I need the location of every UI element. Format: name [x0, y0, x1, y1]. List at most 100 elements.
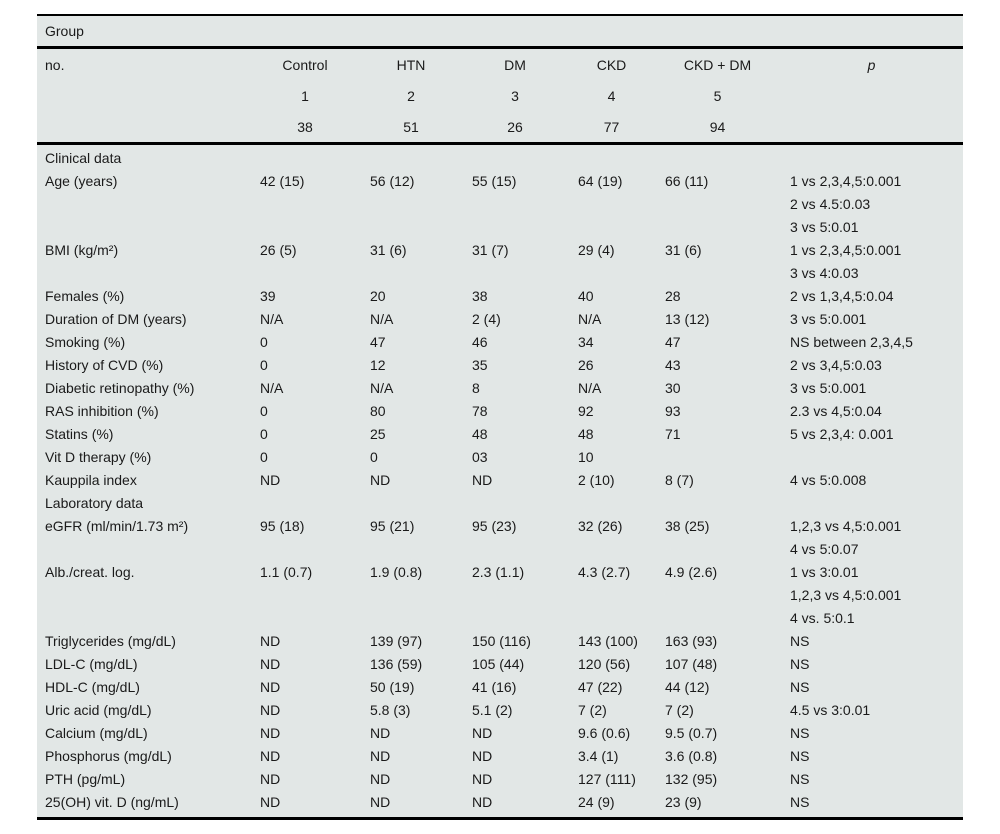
cell-p: 1 vs 3:0.01 1,2,3 vs 4,5:0.001 4 vs. 5:0…	[790, 564, 902, 626]
table-row: Statins (%) 0 25 48 48 71 5 vs 2,3,4: 0.…	[37, 423, 963, 446]
row-label: PTH (pg/mL)	[45, 771, 126, 787]
cell-ckd-dm: 7 (2)	[665, 702, 694, 718]
cell-ckd-dm: 23 (9)	[665, 794, 702, 810]
table-row: 25(OH) vit. D (ng/mL) ND ND ND 24 (9) 23…	[37, 791, 963, 814]
col-header-p: p	[867, 56, 876, 73]
cell-p	[780, 492, 963, 515]
header-row-names: no. Control HTN DM CKD CKD + DM p	[37, 49, 963, 80]
cell-control: N/A	[260, 311, 284, 327]
cell-p: 4.5 vs 3:0.01	[790, 702, 871, 718]
cell-control: 42 (15)	[260, 173, 305, 189]
cell-dm	[462, 147, 568, 170]
cell-ckd: 32 (26)	[578, 518, 623, 534]
cell-control	[250, 492, 360, 515]
clinical-table: Group no. Control HTN DM CKD CKD + DM p …	[37, 14, 963, 820]
cell-htn: 31 (6)	[370, 242, 407, 258]
group-number-ckd-dm: 5	[713, 87, 722, 104]
cell-ckd-dm: 163 (93)	[665, 633, 718, 649]
cell-p: 3 vs 5:0.001	[790, 380, 867, 396]
cell-ckd: N/A	[578, 380, 602, 396]
header-row-group-numbers: 1 2 3 4 5	[37, 80, 963, 111]
cell-ckd	[568, 492, 655, 515]
cell-htn	[360, 492, 462, 515]
cell-control: 0	[260, 334, 268, 350]
cell-dm: 48	[472, 426, 488, 442]
cell-p: 1 vs 2,3,4,5:0.001 3 vs 4:0.03	[790, 242, 902, 281]
row-label: 25(OH) vit. D (ng/mL)	[45, 794, 179, 810]
cell-ckd-dm: 8 (7)	[665, 472, 694, 488]
row-label: Laboratory data	[45, 495, 144, 511]
cell-ckd: 64 (19)	[578, 173, 623, 189]
cell-p	[780, 446, 963, 469]
cell-control: N/A	[260, 380, 284, 396]
cell-dm: 41 (16)	[472, 679, 517, 695]
table-row: Duration of DM (years) N/A N/A 2 (4) N/A…	[37, 308, 963, 331]
count-htn: 51	[403, 118, 419, 135]
cell-control: 0	[260, 357, 268, 373]
cell-htn: 139 (97)	[370, 633, 423, 649]
cell-dm: 55 (15)	[472, 173, 517, 189]
cell-dm: 78	[472, 403, 488, 419]
cell-ckd: 7 (2)	[578, 702, 607, 718]
cell-htn: 56 (12)	[370, 173, 415, 189]
cell-ckd: 127 (111)	[578, 771, 636, 787]
table-row: Triglycerides (mg/dL) ND 139 (97) 150 (1…	[37, 630, 963, 653]
group-number-dm: 3	[511, 87, 519, 104]
cell-ckd-dm	[655, 147, 780, 170]
count-control: 38	[297, 118, 313, 135]
cell-ckd: 120 (56)	[578, 656, 631, 672]
cell-htn: 5.8 (3)	[370, 702, 411, 718]
cell-ckd-dm: 93	[665, 403, 681, 419]
cell-p: NS	[790, 725, 810, 741]
table-row: Laboratory data	[37, 492, 963, 515]
cell-ckd: 2 (10)	[578, 472, 615, 488]
cell-dm: ND	[472, 472, 493, 488]
row-label: Statins (%)	[45, 426, 114, 442]
cell-ckd-dm: 30	[665, 380, 681, 396]
cell-dm: 8	[472, 380, 480, 396]
cell-dm: 38	[472, 288, 488, 304]
row-label: Females (%)	[45, 288, 125, 304]
group-number-control: 1	[301, 87, 309, 104]
cell-ckd-dm: 107 (48)	[665, 656, 718, 672]
cell-ckd-dm: 13 (12)	[665, 311, 710, 327]
cell-ckd: 48	[578, 426, 594, 442]
row-label: Calcium (mg/dL)	[45, 725, 148, 741]
cell-p: 3 vs 5:0.001	[790, 311, 867, 327]
row-label: Uric acid (mg/dL)	[45, 702, 152, 718]
cell-ckd: 3.4 (1)	[578, 748, 619, 764]
table-row: Phosphorus (mg/dL) ND ND ND 3.4 (1) 3.6 …	[37, 745, 963, 768]
cell-dm: ND	[472, 725, 493, 741]
cell-htn: 0	[370, 449, 378, 465]
cell-p: 2.3 vs 4,5:0.04	[790, 403, 882, 419]
group-number-ckd: 4	[607, 87, 616, 104]
cell-ckd: N/A	[578, 311, 602, 327]
cell-control: ND	[260, 472, 281, 488]
cell-control: ND	[260, 702, 281, 718]
cell-ckd: 143 (100)	[578, 633, 638, 649]
cell-ckd: 24 (9)	[578, 794, 615, 810]
table-row: Vit D therapy (%) 0 0 03 10	[37, 446, 963, 469]
cell-control: ND	[260, 656, 281, 672]
table-body: Clinical data Age (years) 42 (15) 56 (12…	[37, 145, 963, 817]
row-label: Smoking (%)	[45, 334, 126, 350]
cell-control	[250, 147, 360, 170]
cell-htn	[360, 147, 462, 170]
cell-control: 39	[260, 288, 276, 304]
cell-dm: 105 (44)	[472, 656, 525, 672]
row-label: Diabetic retinopathy (%)	[45, 380, 195, 396]
cell-htn: ND	[370, 748, 391, 764]
header-row-label-no: no.	[45, 56, 65, 73]
col-header-htn: HTN	[396, 56, 426, 73]
cell-p: 2 vs 3,4,5:0.03	[790, 357, 882, 373]
cell-control: ND	[260, 725, 281, 741]
cell-htn: ND	[370, 725, 391, 741]
cell-htn: N/A	[370, 380, 394, 396]
cell-dm: 150 (116)	[472, 633, 531, 649]
cell-htn: 136 (59)	[370, 656, 423, 672]
table-row: Alb./creat. log. 1.1 (0.7) 1.9 (0.8) 2.3…	[37, 561, 963, 630]
count-ckd: 77	[603, 118, 620, 135]
group-header-label: Group	[45, 23, 84, 39]
cell-ckd-dm: 4.9 (2.6)	[665, 564, 718, 580]
cell-control: ND	[260, 794, 281, 810]
